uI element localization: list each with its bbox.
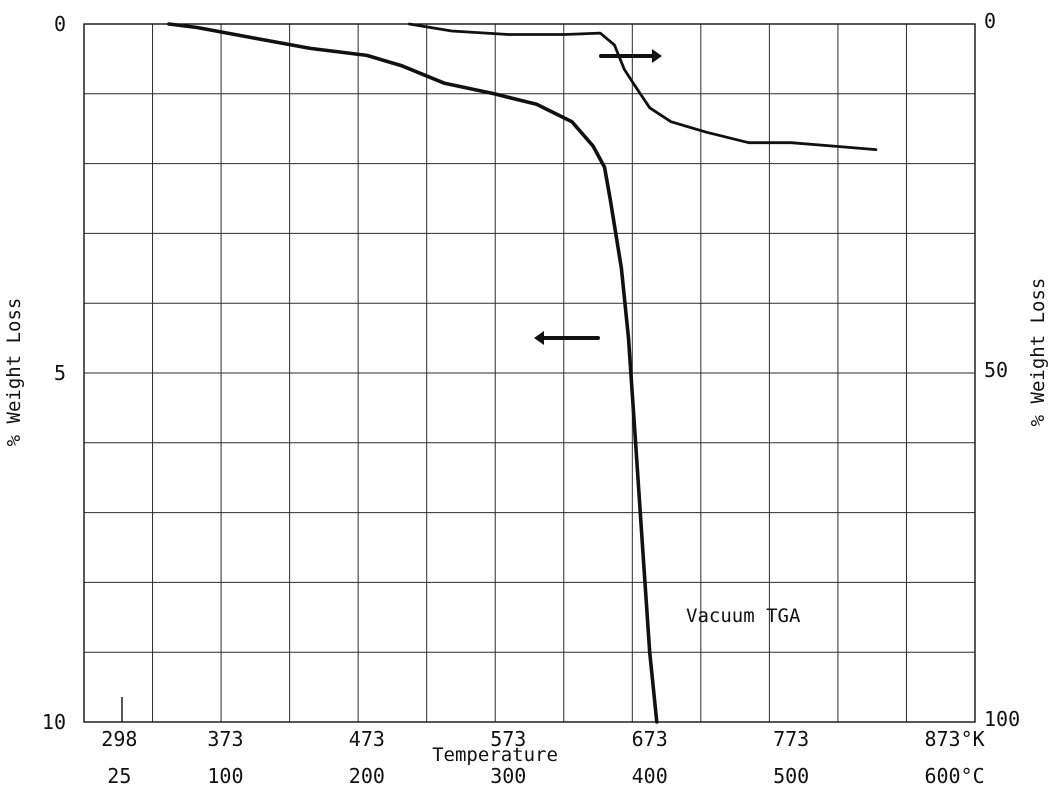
x-tick-label-celsius: 25 — [107, 764, 131, 788]
x-ticks-kelvin: 298 373 473 573 673 773 873°K — [101, 727, 984, 751]
y-tick-label-left: 0 — [54, 12, 66, 36]
arrow-right-axis-icon — [599, 49, 662, 63]
series-group — [167, 22, 878, 724]
x-tick-label-kelvin: 373 — [207, 727, 243, 751]
series-line-right-axis — [407, 22, 878, 151]
y-tick-label-right: 0 — [984, 9, 996, 33]
x-tick-label-celsius: 500 — [773, 764, 809, 788]
series-line-left-axis — [167, 22, 659, 724]
y-tick-label-left: 10 — [42, 710, 66, 734]
grid — [84, 24, 975, 722]
y-tick-label-right: 50 — [984, 358, 1008, 382]
plot-border — [83, 23, 976, 723]
x-tick-label-kelvin: 473 — [349, 727, 385, 751]
arrow-left-axis-icon — [534, 331, 600, 345]
x-tick-label-kelvin: 573 — [490, 727, 526, 751]
x-tick-label-kelvin: 873°K — [924, 727, 984, 751]
x-tick-label-kelvin: 298 — [101, 727, 137, 751]
y-tick-label-left: 5 — [54, 361, 66, 385]
y-ticks-left: 0 5 10 — [42, 12, 66, 734]
x-tick-label-celsius: 400 — [632, 764, 668, 788]
x-tick-label-celsius: 600°C — [924, 764, 984, 788]
plot-frame — [83, 23, 976, 723]
axis-arrows — [534, 49, 662, 345]
x-tick-label-kelvin: 773 — [773, 727, 809, 751]
y-ticks-right: 0 50 100 — [984, 9, 1020, 731]
x-tick-label-celsius: 200 — [349, 764, 385, 788]
y-tick-label-right: 100 — [984, 707, 1020, 731]
annotation-vacuum-tga: Vacuum TGA — [686, 605, 801, 627]
x-tick-label-kelvin: 673 — [632, 727, 668, 751]
x-axis-title: Temperature — [432, 744, 558, 766]
x-ticks-celsius: 25 100 200 300 400 500 600°C — [107, 764, 984, 788]
y-axis-title-left: % Weight Loss — [3, 298, 25, 447]
x-tick-label-celsius: 100 — [207, 764, 243, 788]
y-axis-title-right: % Weight Loss — [1027, 278, 1049, 427]
x-tick-label-celsius: 300 — [490, 764, 526, 788]
